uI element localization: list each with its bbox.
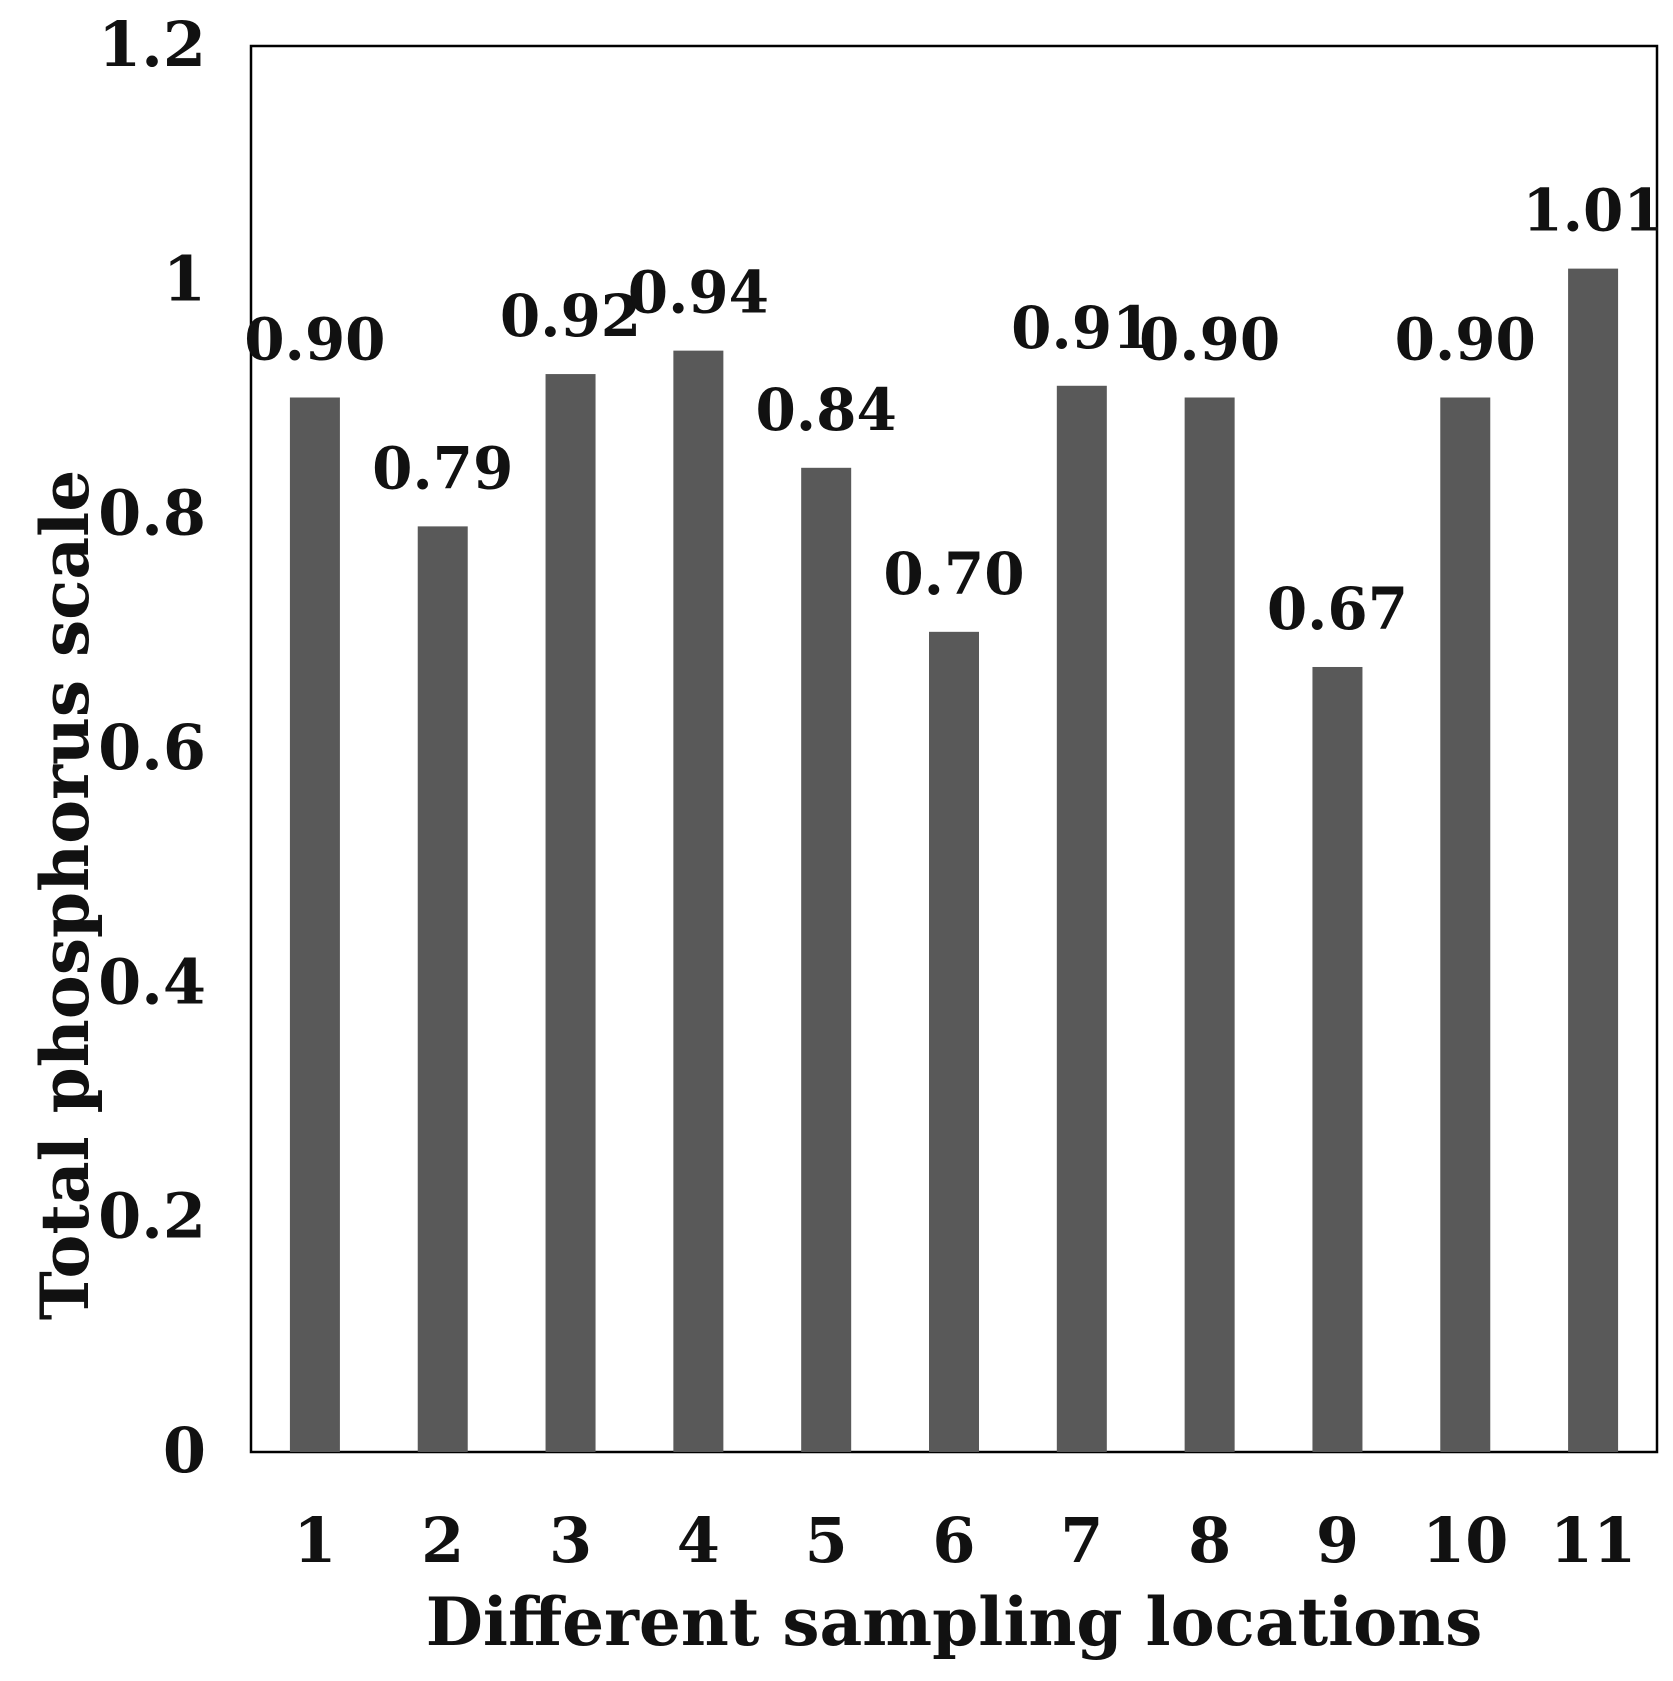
data-label-location-11: 1.01: [1522, 177, 1663, 245]
bar-location-9: [1312, 666, 1363, 1452]
y-tick-label-1: 1: [163, 242, 206, 315]
x-tick-label-3: 3: [549, 1504, 592, 1577]
x-tick-label-2: 2: [421, 1504, 464, 1577]
data-label-location-5: 0.84: [756, 376, 897, 444]
data-label-location-10: 0.90: [1395, 306, 1536, 374]
data-label-location-6: 0.70: [883, 540, 1024, 608]
y-tick-label-0.4: 0.4: [98, 945, 206, 1018]
x-tick-label-5: 5: [805, 1504, 848, 1577]
data-label-location-2: 0.79: [372, 434, 513, 502]
y-tick-label-1.2: 1.2: [98, 8, 206, 81]
bar-location-8: [1184, 397, 1235, 1452]
x-tick-label-4: 4: [677, 1504, 720, 1577]
bar-location-10: [1440, 397, 1491, 1452]
x-axis-ticks: 1 2 3 4 5 6 7 8 9 10 11: [293, 1504, 1636, 1577]
y-axis-ticks: 0 0.2 0.4 0.6 0.8 1 1.2: [98, 8, 206, 1487]
x-tick-label-10: 10: [1422, 1504, 1508, 1577]
bars-layer: [289, 268, 1619, 1453]
data-label-location-4: 0.94: [628, 259, 769, 327]
bar-location-7: [1056, 385, 1107, 1452]
y-tick-label-0.2: 0.2: [98, 1180, 206, 1253]
y-tick-label-0.6: 0.6: [98, 711, 206, 784]
data-label-location-3: 0.92: [500, 282, 641, 350]
x-tick-label-9: 9: [1316, 1504, 1359, 1577]
bar-location-11: [1568, 268, 1619, 1452]
data-label-location-9: 0.67: [1267, 575, 1408, 643]
data-label-location-1: 0.90: [244, 306, 385, 374]
x-tick-label-7: 7: [1060, 1504, 1103, 1577]
bar-location-1: [289, 397, 340, 1452]
y-tick-label-0: 0: [163, 1414, 206, 1487]
bar-location-6: [929, 631, 979, 1452]
data-label-location-8: 0.90: [1139, 306, 1280, 374]
data-label-location-7: 0.91: [1011, 294, 1152, 362]
y-axis-title: Total phosphorus scale: [26, 470, 104, 1320]
x-tick-label-6: 6: [932, 1504, 975, 1577]
bar-location-2: [417, 526, 468, 1452]
y-tick-label-0.8: 0.8: [98, 477, 206, 550]
bar-location-4: [673, 350, 724, 1453]
x-axis-title: Different sampling locations: [426, 1583, 1483, 1661]
x-tick-label-8: 8: [1188, 1504, 1231, 1577]
x-tick-label-11: 11: [1550, 1504, 1636, 1577]
x-tick-label-1: 1: [293, 1504, 336, 1577]
bar-location-3: [545, 374, 596, 1453]
data-labels-layer: 0.900.790.920.940.840.700.910.900.670.90…: [244, 177, 1663, 643]
bar-location-5: [801, 467, 852, 1452]
